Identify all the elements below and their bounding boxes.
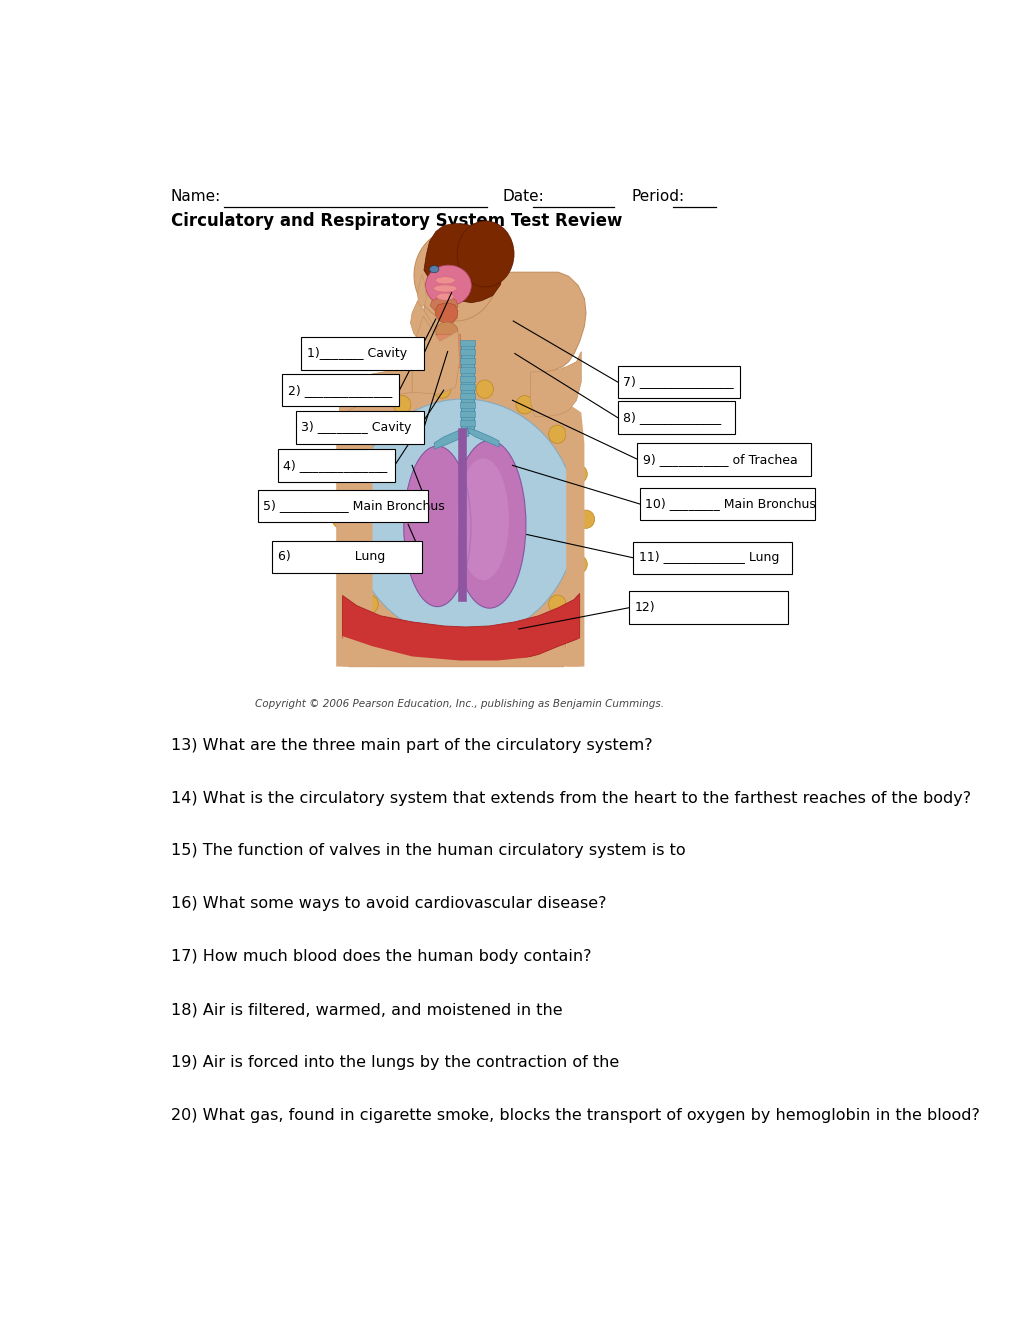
Text: Circulatory and Respiratory System Test Review: Circulatory and Respiratory System Test …	[171, 211, 622, 230]
Text: 3) ________ Cavity: 3) ________ Cavity	[302, 421, 412, 434]
Polygon shape	[339, 272, 585, 667]
Ellipse shape	[433, 380, 450, 399]
Ellipse shape	[457, 220, 514, 286]
Ellipse shape	[404, 446, 471, 607]
Text: 15) The function of valves in the human circulatory system is to: 15) The function of valves in the human …	[171, 843, 685, 858]
Bar	[296, 412, 424, 444]
Bar	[258, 490, 428, 523]
Bar	[459, 367, 475, 372]
Ellipse shape	[458, 458, 508, 581]
Text: 11) _____________ Lung: 11) _____________ Lung	[638, 552, 779, 565]
Polygon shape	[424, 223, 501, 302]
Ellipse shape	[425, 265, 471, 306]
Bar	[618, 401, 734, 434]
Bar	[459, 384, 475, 391]
Text: Name:: Name:	[171, 189, 221, 205]
Ellipse shape	[570, 465, 587, 483]
Text: Date:: Date:	[502, 189, 544, 205]
Ellipse shape	[433, 640, 450, 659]
Ellipse shape	[436, 293, 453, 300]
Ellipse shape	[570, 556, 587, 574]
Ellipse shape	[339, 465, 357, 483]
Text: 14) What is the circulatory system that extends from the heart to the farthest r: 14) What is the circulatory system that …	[171, 791, 970, 805]
Polygon shape	[342, 594, 579, 665]
Ellipse shape	[414, 230, 496, 321]
Text: 18) Air is filtered, warmed, and moistened in the: 18) Air is filtered, warmed, and moisten…	[171, 1002, 562, 1016]
Bar	[459, 376, 475, 381]
Polygon shape	[467, 428, 498, 447]
Polygon shape	[430, 297, 458, 314]
Text: 9) ___________ of Trachea: 9) ___________ of Trachea	[642, 453, 797, 466]
Bar	[459, 350, 475, 355]
Ellipse shape	[332, 510, 350, 528]
Text: 8) _____________: 8) _____________	[623, 411, 720, 424]
Ellipse shape	[476, 380, 493, 399]
Bar	[459, 393, 475, 399]
Text: 19) Air is forced into the lungs by the contraction of the: 19) Air is forced into the lungs by the …	[171, 1055, 619, 1071]
Ellipse shape	[393, 396, 411, 414]
Bar	[282, 374, 399, 407]
Text: 1)_______ Cavity: 1)_______ Cavity	[307, 347, 407, 360]
Ellipse shape	[339, 556, 357, 574]
Text: Period:: Period:	[631, 189, 685, 205]
Text: 4) ______________: 4) ______________	[283, 459, 387, 471]
Bar	[272, 541, 422, 573]
Bar	[633, 541, 791, 574]
Bar	[459, 420, 475, 426]
Ellipse shape	[516, 624, 533, 643]
Bar	[618, 366, 740, 399]
Text: 12): 12)	[635, 601, 655, 614]
Bar	[629, 591, 787, 624]
Ellipse shape	[393, 624, 411, 643]
Text: 20) What gas, found in cigarette smoke, blocks the transport of oxygen by hemogl: 20) What gas, found in cigarette smoke, …	[171, 1107, 979, 1123]
Ellipse shape	[452, 441, 526, 609]
Polygon shape	[342, 636, 579, 667]
Text: 13) What are the three main part of the circulatory system?: 13) What are the three main part of the …	[171, 738, 652, 752]
Ellipse shape	[435, 322, 458, 341]
Bar	[458, 428, 466, 601]
Polygon shape	[417, 275, 426, 306]
Text: Copyright © 2006 Pearson Education, Inc., publishing as Benjamin Cummings.: Copyright © 2006 Pearson Education, Inc.…	[255, 700, 663, 709]
Bar	[459, 341, 475, 346]
Polygon shape	[434, 428, 469, 449]
Polygon shape	[410, 301, 437, 343]
Ellipse shape	[476, 640, 493, 659]
Text: 7) _______________: 7) _______________	[623, 375, 733, 388]
Ellipse shape	[361, 425, 378, 444]
Bar	[459, 411, 475, 417]
Bar	[459, 358, 475, 364]
Polygon shape	[434, 302, 458, 325]
Ellipse shape	[516, 396, 533, 414]
Text: 10) ________ Main Bronchus: 10) ________ Main Bronchus	[645, 498, 815, 511]
Polygon shape	[336, 397, 372, 667]
Ellipse shape	[548, 595, 566, 614]
Ellipse shape	[435, 277, 454, 284]
Bar	[639, 487, 814, 520]
Polygon shape	[566, 403, 584, 667]
Ellipse shape	[433, 285, 457, 292]
Ellipse shape	[361, 595, 378, 614]
Ellipse shape	[548, 425, 566, 444]
Ellipse shape	[350, 399, 576, 639]
Text: 17) How much blood does the human body contain?: 17) How much blood does the human body c…	[171, 949, 591, 964]
Polygon shape	[412, 315, 459, 395]
Bar	[637, 444, 810, 475]
Bar	[461, 342, 473, 433]
Text: 2) ______________: 2) ______________	[287, 384, 392, 396]
Bar	[435, 334, 460, 367]
Ellipse shape	[429, 265, 438, 273]
Text: 5) ___________ Main Bronchus: 5) ___________ Main Bronchus	[263, 499, 444, 512]
Bar	[302, 338, 424, 370]
Polygon shape	[339, 368, 412, 422]
Text: 16) What some ways to avoid cardiovascular disease?: 16) What some ways to avoid cardiovascul…	[171, 896, 606, 911]
Bar	[459, 403, 475, 408]
Text: 6)                Lung: 6) Lung	[277, 550, 384, 564]
Bar	[277, 449, 394, 482]
Ellipse shape	[577, 510, 594, 528]
Polygon shape	[530, 351, 581, 417]
